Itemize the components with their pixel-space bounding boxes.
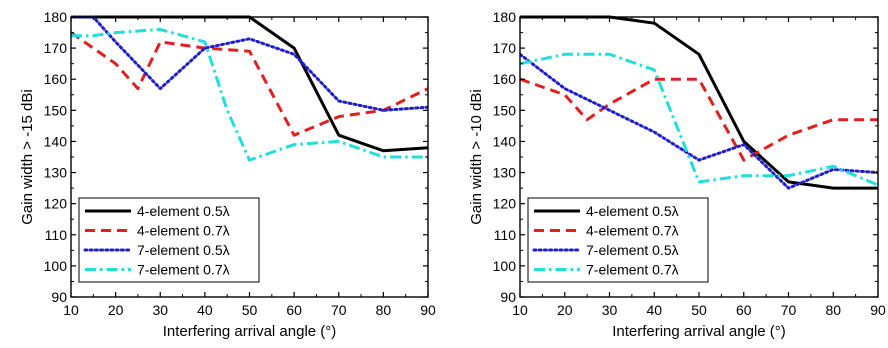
y-axis-label: Gain width > -10 dBi xyxy=(468,89,485,225)
y-tick-label: 170 xyxy=(493,40,517,56)
legend-entry: 7-element 0.5λ xyxy=(586,242,679,258)
y-tick-label: 110 xyxy=(494,227,517,243)
x-tick-label: 30 xyxy=(152,302,168,318)
series-line-4 xyxy=(71,27,428,162)
y-axis-label: Gain width > -15 dBi xyxy=(19,89,36,225)
y-tick-label: 150 xyxy=(44,102,68,118)
x-axis-label: Interfering arrival angle (°) xyxy=(612,323,786,340)
legend-entry: 4-element 0.7λ xyxy=(137,223,230,239)
y-tick-label: 180 xyxy=(44,9,68,25)
y-tick-label: 100 xyxy=(493,258,517,274)
x-tick-label: 80 xyxy=(376,302,392,318)
legend-entry: 7-element 0.7λ xyxy=(137,262,230,278)
series-line-2 xyxy=(520,77,878,162)
x-axis-label: Interfering arrival angle (°) xyxy=(163,323,337,340)
y-tick-label: 90 xyxy=(51,289,67,305)
x-tick-label: 90 xyxy=(420,302,436,318)
y-tick-label: 170 xyxy=(44,40,68,56)
x-tick-label: 60 xyxy=(286,302,302,318)
y-tick-label: 100 xyxy=(44,258,68,274)
x-tick-label: 50 xyxy=(691,302,707,318)
x-tick-label: 20 xyxy=(108,302,124,318)
x-tick-label: 10 xyxy=(512,302,528,318)
x-tick-label: 90 xyxy=(870,302,886,318)
x-tick-label: 70 xyxy=(781,302,797,318)
legend: 4-element 0.5λ 4-element 0.7λ 7-element 0.… xyxy=(527,197,709,283)
y-tick-label: 120 xyxy=(493,196,517,212)
chart-left: 10 20 30 40 50 60 70 80 90 90 100 110 120 130 140 150 16… xyxy=(19,9,436,340)
chart-right: 10 20 30 40 50 60 70 80 90 90 100 110 120 130 140 150 16… xyxy=(468,9,886,340)
series-line-4 xyxy=(520,52,878,187)
legend-entry: 4-element 0.5λ xyxy=(137,203,230,219)
y-tick-label: 140 xyxy=(44,133,68,149)
x-tick-label: 20 xyxy=(557,302,573,318)
legend-entry: 7-element 0.5λ xyxy=(137,242,230,258)
x-tick-label: 60 xyxy=(736,302,752,318)
series-line-1 xyxy=(520,15,878,190)
series-line-1 xyxy=(71,15,428,153)
y-tick-label: 90 xyxy=(500,289,516,305)
y-tick-label: 110 xyxy=(45,227,68,243)
legend-entry: 7-element 0.7λ xyxy=(586,262,679,278)
x-tick-label: 10 xyxy=(63,302,79,318)
series-line-2 xyxy=(71,31,428,137)
legend: 4-element 0.5λ 4-element 0.7λ 7-element 0.… xyxy=(78,197,260,283)
x-tick-label: 80 xyxy=(825,302,841,318)
y-tick-label: 130 xyxy=(44,165,68,181)
y-tick-label: 120 xyxy=(44,196,68,212)
y-tick-label: 160 xyxy=(44,71,68,87)
x-tick-label: 50 xyxy=(242,302,258,318)
x-tick-label: 30 xyxy=(602,302,618,318)
y-tick-label: 180 xyxy=(493,9,517,25)
series-line-3 xyxy=(71,15,428,112)
y-tick-label: 140 xyxy=(493,133,517,149)
y-tick-label: 160 xyxy=(493,71,517,87)
x-tick-label: 40 xyxy=(197,302,213,318)
y-tick-label: 150 xyxy=(493,102,517,118)
legend-entry: 4-element 0.7λ xyxy=(586,223,679,239)
series-line-3 xyxy=(520,52,878,190)
x-tick-label: 70 xyxy=(331,302,347,318)
y-tick-label: 130 xyxy=(493,165,517,181)
legend-entry: 4-element 0.5λ xyxy=(586,203,679,219)
x-tick-label: 40 xyxy=(646,302,662,318)
